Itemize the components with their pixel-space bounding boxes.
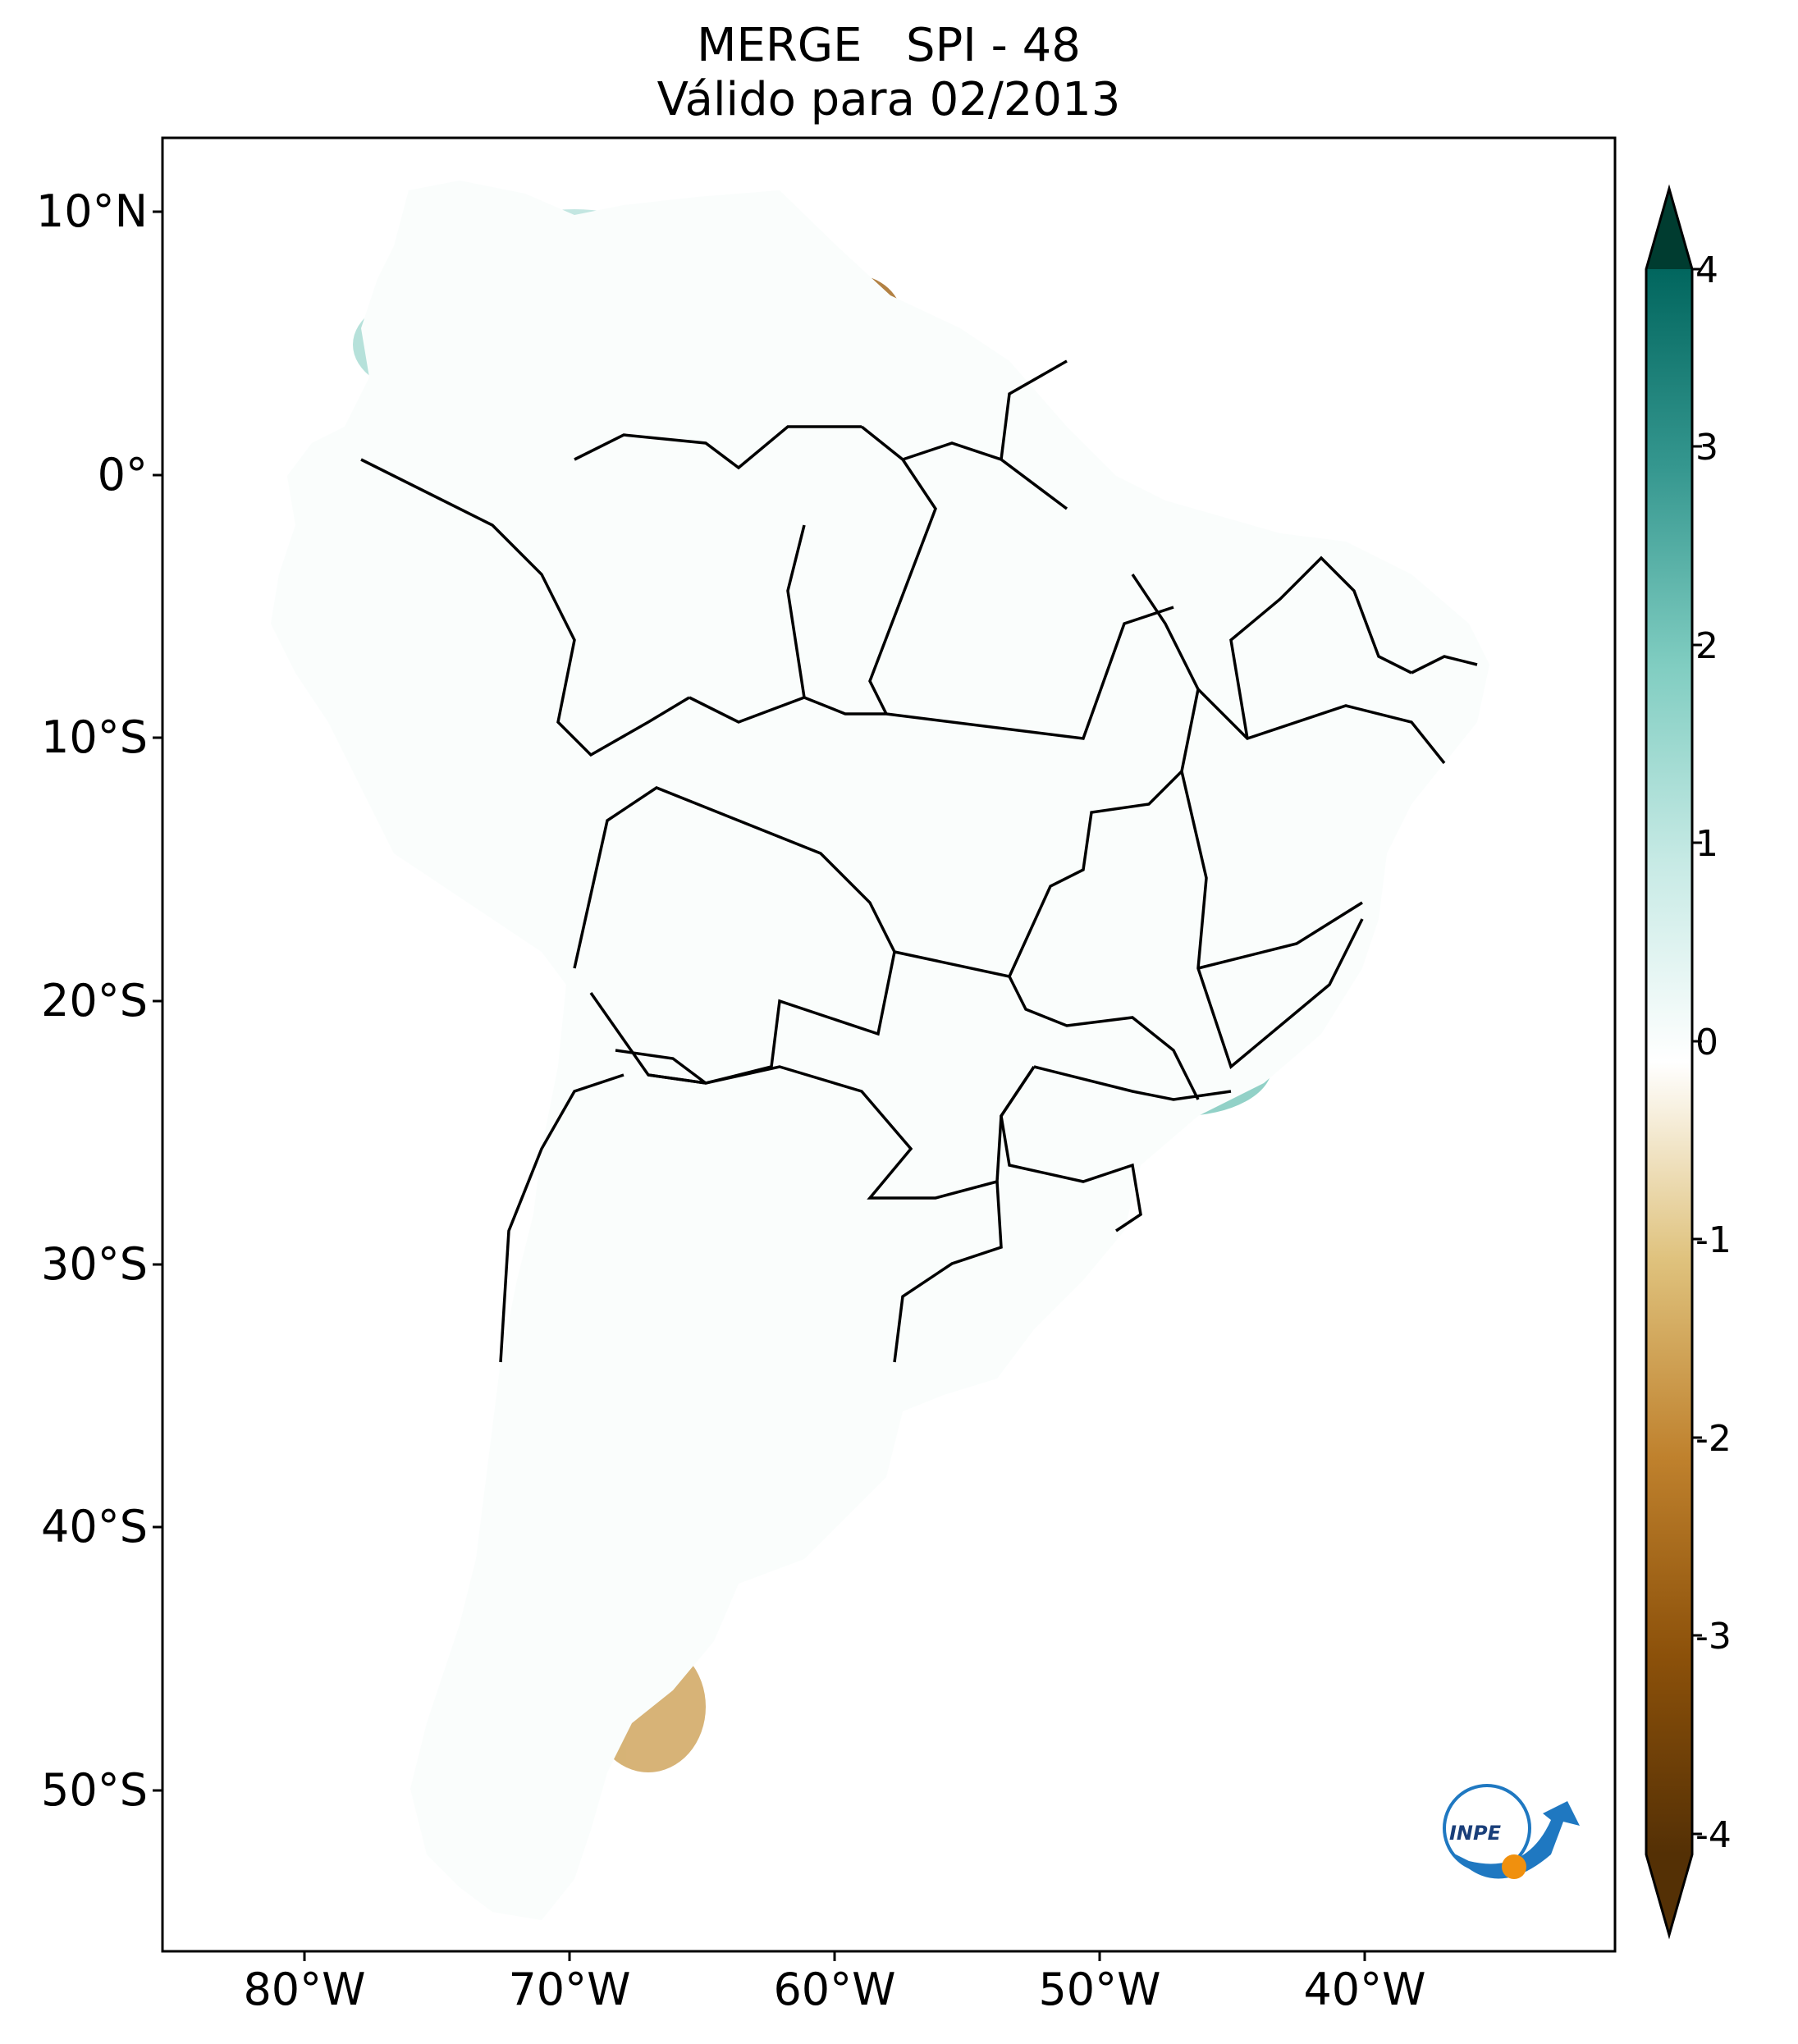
colorbar-body — [1646, 269, 1692, 1854]
spi-field — [269, 179, 1491, 1922]
colorbar-extend-min — [1646, 1854, 1692, 1935]
inpe-logo-text: INPE — [1449, 1822, 1502, 1845]
inpe-logo-icon: INPE — [1443, 1784, 1580, 1879]
boundaries — [269, 179, 1491, 1922]
map-title: MERGE SPI - 48 — [697, 19, 1081, 72]
colorbar-extend-max — [1646, 189, 1692, 269]
lat-label-20s: 20°S — [41, 975, 148, 1027]
colorbar-outline — [1645, 184, 1694, 1940]
lat-label-0: 0° — [97, 449, 148, 501]
map-frame — [161, 136, 1617, 1953]
lon-label-40w: 40°W — [1303, 1964, 1426, 2015]
lat-label-10s: 10°S — [41, 711, 148, 763]
lat-label-40s: 40°S — [41, 1501, 148, 1552]
lat-label-50s: 50°S — [41, 1764, 148, 1816]
lat-label-10n: 10°N — [35, 185, 148, 237]
lon-label-60w: 60°W — [773, 1964, 896, 2015]
map-subtitle: Válido para 02/2013 — [657, 73, 1121, 126]
lat-label-30s: 30°S — [41, 1238, 148, 1290]
colorbar — [1645, 184, 1702, 1940]
lon-label-70w: 70°W — [508, 1964, 631, 2015]
lon-label-80w: 80°W — [243, 1964, 366, 2015]
axis-ticks — [153, 210, 1366, 1961]
lon-label-50w: 50°W — [1038, 1964, 1161, 2015]
